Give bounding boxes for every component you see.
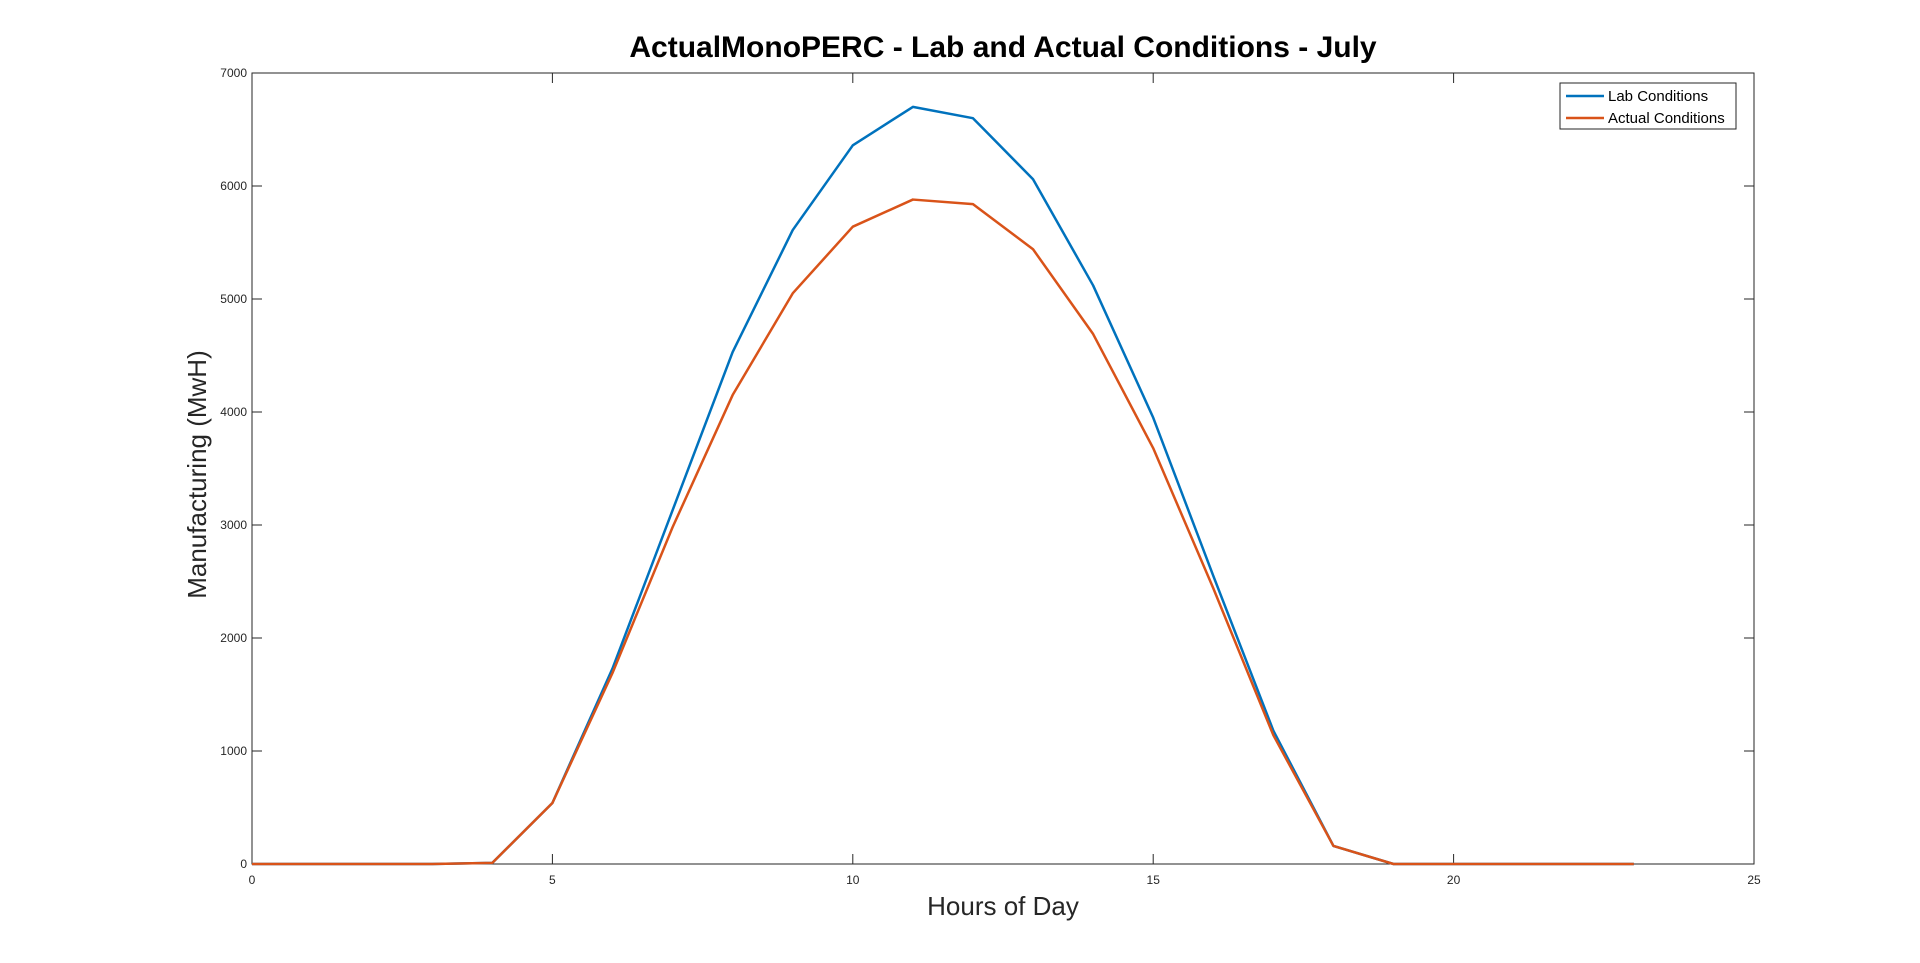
x-tick-label: 15 — [1147, 873, 1161, 887]
y-tick-label: 6000 — [220, 179, 247, 193]
y-tick-label: 0 — [240, 857, 247, 871]
chart-title: ActualMonoPERC - Lab and Actual Conditio… — [629, 31, 1377, 64]
legend: Lab Conditions Actual Conditions — [1559, 82, 1737, 130]
y-tick-label: 1000 — [220, 744, 247, 758]
legend-box — [1559, 82, 1737, 130]
legend-label-0: Lab Conditions — [1608, 88, 1708, 105]
x-axis-label: Hours of Day — [927, 891, 1079, 921]
y-axis-label: Manufacturing (MwH) — [182, 350, 212, 599]
y-tick-label: 5000 — [220, 292, 247, 306]
y-tick-label: 2000 — [220, 631, 247, 645]
y-tick-label: 3000 — [220, 518, 247, 532]
legend-label-1: Actual Conditions — [1608, 110, 1725, 127]
axes-box — [251, 72, 1755, 865]
x-tick-label: 25 — [1747, 873, 1761, 887]
x-tick-label: 5 — [549, 873, 556, 887]
series-line-1 — [252, 198, 1634, 866]
x-tick-label: 10 — [846, 873, 860, 887]
x-tick-label: 0 — [249, 873, 256, 887]
y-tick-label: 7000 — [220, 66, 247, 80]
plot-area: 0 5 10 15 20 25 0 1000 2000 3000 4000 5000 6000 7000 — [220, 66, 1761, 887]
x-tick-label: 20 — [1447, 873, 1461, 887]
y-tick-label: 4000 — [220, 405, 247, 419]
